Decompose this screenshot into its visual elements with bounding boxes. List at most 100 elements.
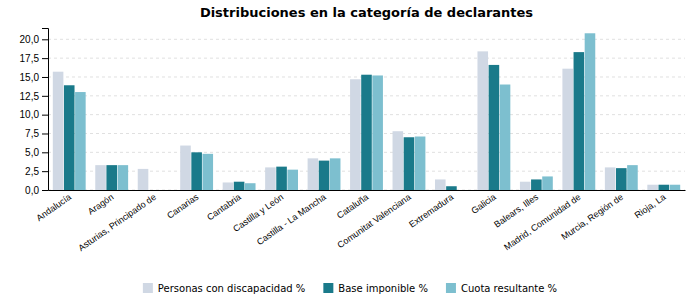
bar <box>308 158 319 190</box>
legend-item: Personas con discapacidad % <box>143 283 305 294</box>
bar <box>276 167 287 190</box>
bar-series <box>53 51 658 190</box>
legend-swatch <box>143 283 153 293</box>
tick: Cataluña <box>335 192 370 221</box>
tick-label: Canarias <box>165 192 201 221</box>
tick: Aragón <box>86 192 116 217</box>
tick-mark <box>42 39 48 40</box>
tick: Castilla - La Mancha <box>255 192 328 247</box>
bar <box>287 170 298 190</box>
bar <box>149 190 160 191</box>
tick-mark <box>42 77 48 78</box>
bar <box>446 186 457 190</box>
tick: Comunitat Valenciana <box>335 192 412 250</box>
bar <box>265 167 276 190</box>
tick-label: Extremadura <box>407 192 455 230</box>
legend-label: Personas con discapacidad % <box>158 283 305 294</box>
tick-label: Galicia <box>469 192 497 216</box>
tick: 17,5 <box>20 53 48 64</box>
tick-label: Murcia, Región de <box>559 192 625 242</box>
legend-label: Cuota resultante % <box>461 283 557 294</box>
bar <box>330 158 341 190</box>
legend-swatch <box>446 283 456 293</box>
bar <box>647 185 658 190</box>
bars <box>53 33 680 190</box>
tick: 2,5 <box>25 166 48 177</box>
tick: Murcia, Región de <box>559 192 625 242</box>
axis-line <box>42 29 49 191</box>
bar <box>477 51 488 190</box>
bar <box>95 165 106 190</box>
chart: 0,0 2,5 5,0 7,5 10,0 12,5 15,0 17,5 20,0 Andalucí… <box>0 0 700 300</box>
bar <box>658 185 669 190</box>
tick: 12,5 <box>20 91 48 102</box>
tick-label: 0,0 <box>25 185 39 196</box>
plot: 0,0 2,5 5,0 7,5 10,0 12,5 15,0 17,5 20,0 Andalucí… <box>20 29 686 254</box>
bar <box>605 167 616 190</box>
tick: 5,0 <box>25 147 48 158</box>
legend-item: Base imponible % <box>323 283 428 294</box>
bar <box>53 72 64 190</box>
tick: Cantabria <box>205 192 243 223</box>
bar-series <box>75 33 680 190</box>
tick-label: 10,0 <box>20 109 40 120</box>
tick: 20,0 <box>20 34 48 45</box>
axis-line <box>49 190 686 191</box>
legend: Personas con discapacidad % Base imponibl… <box>143 283 557 294</box>
bar <box>75 92 86 190</box>
tick-label: Asturias, Principado de <box>76 192 158 253</box>
bar <box>415 137 426 190</box>
tick: Canarias <box>165 192 201 221</box>
bar <box>670 185 681 190</box>
bar <box>234 182 245 190</box>
tick-mark <box>42 133 48 134</box>
bar <box>627 165 638 190</box>
tick-mark <box>42 171 48 172</box>
tick-label: 12,5 <box>20 91 40 102</box>
bar <box>489 65 500 190</box>
bar <box>562 69 573 190</box>
tick-mark <box>42 115 48 116</box>
bar <box>585 33 596 190</box>
bar <box>542 176 553 190</box>
tick-mark <box>42 96 48 97</box>
bar <box>245 183 256 190</box>
tick-label: Comunitat Valenciana <box>335 192 412 250</box>
y-axis: 0,0 2,5 5,0 7,5 10,0 12,5 15,0 17,5 20,0 <box>20 29 49 196</box>
tick: Galicia <box>469 192 497 216</box>
tick-label: 7,5 <box>25 128 39 139</box>
legend-item: Cuota resultante % <box>446 283 557 294</box>
tick-label: 17,5 <box>20 53 40 64</box>
tick-label: Aragón <box>86 192 116 217</box>
tick-label: Rioja, La <box>633 192 668 221</box>
tick-label: Andalucía <box>34 192 73 223</box>
bar <box>372 75 383 190</box>
tick-label: Castilla - La Mancha <box>255 192 328 247</box>
bar <box>500 85 511 190</box>
tick-mark <box>42 190 48 191</box>
x-axis: AndalucíaAragónAsturias, Principado deCa… <box>34 191 685 254</box>
bar <box>616 168 627 190</box>
bar <box>223 182 234 190</box>
bar <box>202 154 213 190</box>
bar <box>180 146 191 190</box>
bar <box>435 179 446 190</box>
tick: Asturias, Principado de <box>76 192 158 253</box>
tick-label: Madrid, Comunidad de <box>502 192 582 252</box>
bar <box>361 75 372 190</box>
tick: Rioja, La <box>633 192 668 221</box>
bar-series <box>64 52 669 190</box>
tick-label: 15,0 <box>20 72 40 83</box>
bar <box>319 161 330 190</box>
tick: 7,5 <box>25 128 48 139</box>
tick: Extremadura <box>407 192 455 230</box>
tick: 15,0 <box>20 72 48 83</box>
bar <box>393 131 404 190</box>
tick: 10,0 <box>20 109 48 120</box>
bar <box>350 79 361 190</box>
tick-label: Cantabria <box>205 192 243 223</box>
tick: Andalucía <box>34 192 73 223</box>
tick: Madrid, Comunidad de <box>502 192 582 252</box>
bar <box>531 179 542 190</box>
bar <box>404 137 415 190</box>
